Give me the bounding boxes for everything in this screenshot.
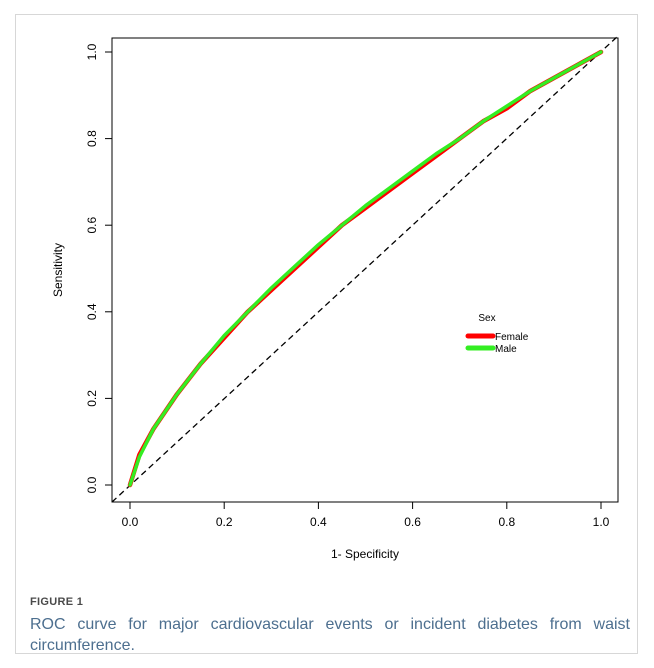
x-axis-label: 1- Specificity — [331, 547, 399, 561]
y-axis-label: Sensitivity — [51, 243, 65, 297]
legend-label-male: Male — [495, 344, 517, 355]
x-tick-label: 0.8 — [498, 515, 515, 529]
legend-label-female: Female — [495, 332, 529, 343]
x-tick-label: 0.4 — [310, 515, 327, 529]
x-tick-label: 1.0 — [593, 515, 610, 529]
series-line-male — [128, 50, 603, 487]
y-tick-label: 0.2 — [85, 390, 99, 407]
x-axis: 0.0 0.2 0.4 0.6 0.8 1.0 — [122, 502, 610, 529]
legend: Sex Female Male — [465, 313, 529, 355]
y-tick-label: 0.8 — [85, 130, 99, 147]
y-tick-label: 0.6 — [85, 217, 99, 234]
x-tick-label: 0.2 — [216, 515, 233, 529]
x-tick-label: 0.0 — [122, 515, 139, 529]
y-tick-label: 0.4 — [85, 303, 99, 320]
x-tick-label: 0.6 — [404, 515, 421, 529]
legend-title: Sex — [478, 313, 495, 324]
y-tick-label: 0.0 — [85, 476, 99, 493]
figure-frame — [15, 14, 638, 654]
figure-caption: ROC curve for major cardiovascular event… — [30, 616, 630, 654]
roc-chart: 0.0 0.2 0.4 0.6 0.8 1.0 0.0 0.2 0.4 0.6 0.8 1.0 1-… — [51, 35, 619, 561]
plot-area-frame — [111, 37, 619, 503]
series-layer — [127, 49, 604, 488]
y-tick-label: 1.0 — [85, 43, 99, 60]
reference-diagonal-line — [111, 35, 619, 503]
figure-label: FIGURE 1 — [30, 596, 84, 608]
y-axis: 0.0 0.2 0.4 0.6 0.8 1.0 — [85, 43, 112, 493]
